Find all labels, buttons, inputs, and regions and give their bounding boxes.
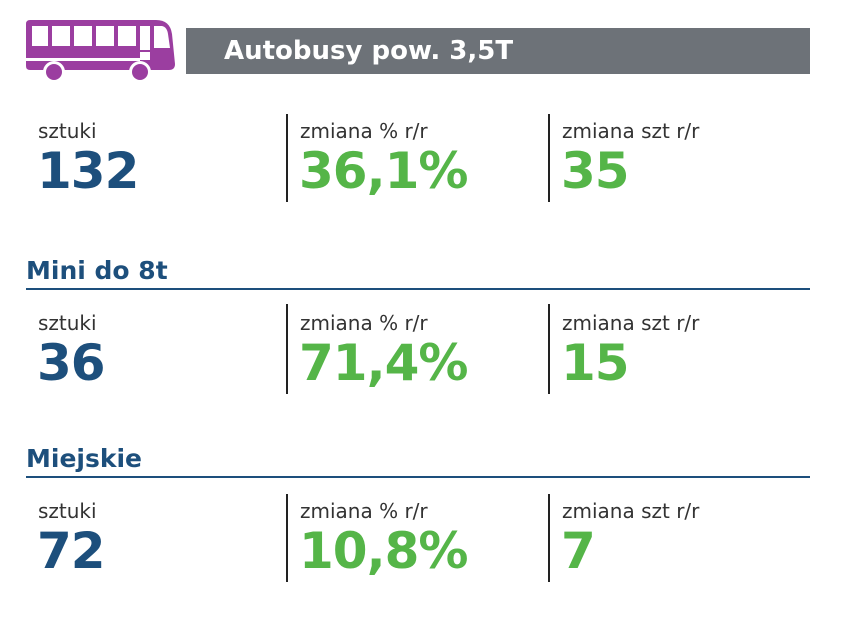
miejskie-units-value: 72: [37, 522, 106, 580]
mini-stats: sztuki 36 zmiana % r/r 71,4% zmiana szt …: [0, 304, 843, 400]
miejskie-pct-change-stat: zmiana % r/r 10,8%: [286, 494, 548, 582]
mini-pct-change-stat: zmiana % r/r 71,4%: [286, 304, 548, 394]
miejskie-units-stat: sztuki 72: [26, 498, 286, 588]
miejskie-pct-change-label: zmiana % r/r: [300, 499, 428, 523]
mini-count-change-label: zmiana szt r/r: [562, 311, 700, 335]
page-title: Autobusy pow. 3,5T: [224, 36, 514, 66]
section-heading-mini: Mini do 8t: [26, 256, 810, 290]
mini-count-change-stat: zmiana szt r/r 15: [548, 304, 810, 394]
mini-units-label: sztuki: [38, 311, 97, 335]
bus-icon: [24, 14, 176, 84]
mini-units-value: 36: [37, 334, 106, 392]
section-heading-miejskie: Miejskie: [26, 444, 810, 478]
miejskie-count-change-label: zmiana szt r/r: [562, 499, 700, 523]
miejskie-pct-change-value: 10,8%: [299, 522, 468, 580]
count-change-value: 35: [561, 142, 630, 200]
units-stat: sztuki 132: [26, 118, 286, 208]
header-bar: Autobusy pow. 3,5T: [186, 28, 810, 74]
pct-change-label: zmiana % r/r: [300, 119, 428, 143]
miejskie-count-change-value: 7: [561, 522, 596, 580]
mini-pct-change-value: 71,4%: [299, 334, 468, 392]
count-change-stat: zmiana szt r/r 35: [548, 114, 810, 202]
mini-count-change-value: 15: [561, 334, 630, 392]
miejskie-count-change-stat: zmiana szt r/r 7: [548, 494, 810, 582]
mini-pct-change-label: zmiana % r/r: [300, 311, 428, 335]
summary-stats: sztuki 132 zmiana % r/r 36,1% zmiana szt…: [0, 114, 843, 208]
pct-change-stat: zmiana % r/r 36,1%: [286, 114, 548, 202]
units-label: sztuki: [38, 119, 97, 143]
units-value: 132: [37, 142, 139, 200]
count-change-label: zmiana szt r/r: [562, 119, 700, 143]
miejskie-stats: sztuki 72 zmiana % r/r 10,8% zmiana szt …: [0, 494, 843, 588]
pct-change-value: 36,1%: [299, 142, 468, 200]
miejskie-units-label: sztuki: [38, 499, 97, 523]
mini-units-stat: sztuki 36: [26, 310, 286, 400]
